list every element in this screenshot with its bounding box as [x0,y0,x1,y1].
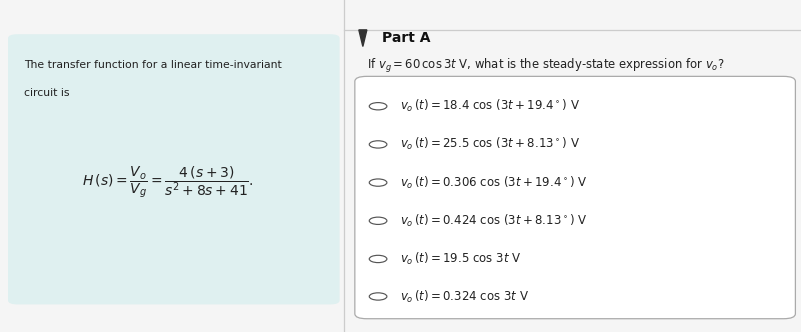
Text: $v_o\,(t) = 0.424$ cos $(3t + 8.13^\circ)$ V: $v_o\,(t) = 0.424$ cos $(3t + 8.13^\circ… [400,213,588,229]
FancyBboxPatch shape [8,34,340,304]
Text: circuit is: circuit is [24,88,70,98]
Text: If $v_g = 60\,\mathregular{cos}\,3t$ V, what is the steady-state expression for : If $v_g = 60\,\mathregular{cos}\,3t$ V, … [367,57,724,75]
Text: $v_o\,(t) = 0.324$ cos $3t$ V: $v_o\,(t) = 0.324$ cos $3t$ V [400,289,529,304]
FancyBboxPatch shape [355,76,795,319]
Text: $H\,(s) = \dfrac{V_o}{V_g} = \dfrac{4\,(s+3)}{s^2+8s+41}.$: $H\,(s) = \dfrac{V_o}{V_g} = \dfrac{4\,(… [83,165,254,201]
Text: $v_o\,(t) = 18.4$ cos $(3t + 19.4^\circ)$ V: $v_o\,(t) = 18.4$ cos $(3t + 19.4^\circ)… [400,98,581,114]
Text: $v_o\,(t) = 0.306$ cos $(3t + 19.4^\circ)$ V: $v_o\,(t) = 0.306$ cos $(3t + 19.4^\circ… [400,175,588,191]
Polygon shape [359,30,367,46]
Text: The transfer function for a linear time-invariant: The transfer function for a linear time-… [24,60,282,70]
Text: Part A: Part A [382,31,431,45]
Text: $v_o\,(t) = 25.5$ cos $(3t + 8.13^\circ)$ V: $v_o\,(t) = 25.5$ cos $(3t + 8.13^\circ)… [400,136,581,152]
Text: $v_o\,(t) = 19.5$ cos $3t$ V: $v_o\,(t) = 19.5$ cos $3t$ V [400,251,522,267]
